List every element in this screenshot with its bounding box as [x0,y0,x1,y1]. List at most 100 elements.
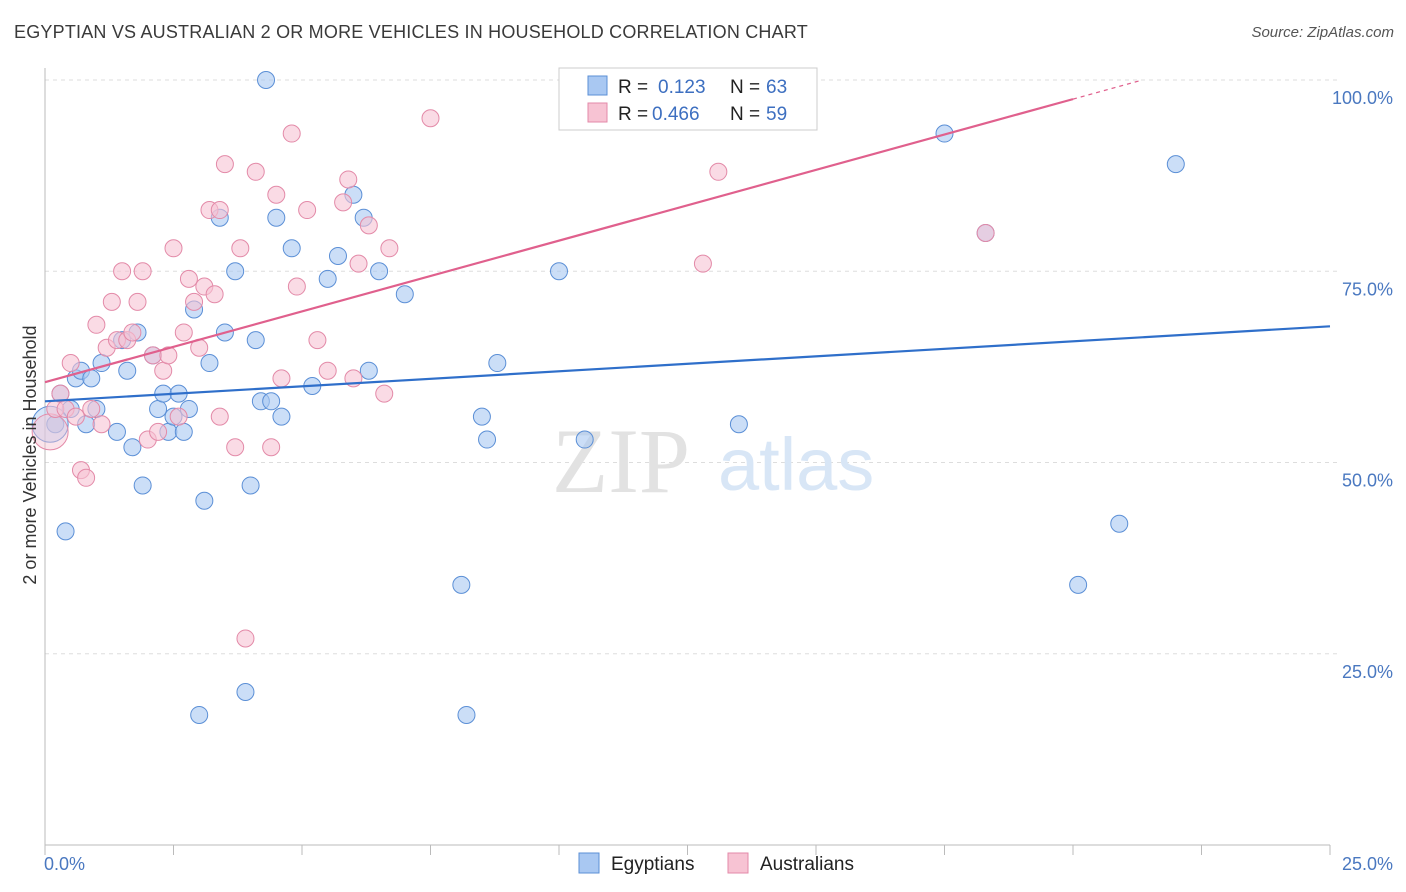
legend-r-label-2: R = [618,104,648,125]
egyptians-point-60 [1166,155,1185,174]
australians-point-56 [709,162,728,181]
australians-point-5 [66,407,85,426]
egyptians-point-32 [241,476,260,495]
australians-trend-line [44,98,1074,384]
legend-r-value-2: 0.466 [652,104,700,125]
australians-point-16 [123,323,142,342]
australians-point-32 [205,285,224,304]
egyptians-point-42 [328,246,347,265]
egyptians-point-15 [133,476,152,495]
australians-point-18 [133,262,152,281]
australians-point-55 [693,254,712,273]
australians-point-21 [149,422,168,441]
egyptians-point-51 [478,430,497,449]
bottom-legend-swatch-blue [578,852,600,874]
australians-point-43 [287,277,306,296]
australians-point-58 [210,201,229,220]
australians-point-26 [174,323,193,342]
australians-point-41 [272,369,291,388]
australians-point-25 [169,407,188,426]
australians-point-22 [154,361,173,380]
legend-n-label-1: N = [730,77,760,98]
egyptians-point-58 [1069,575,1088,594]
egyptians-point-48 [452,575,471,594]
egyptians-point-37 [267,208,286,227]
australians-point-45 [308,331,327,350]
australians-point-54 [421,109,440,128]
legend-n-value-2: 59 [766,104,787,125]
egyptians-point-35 [257,71,276,89]
egyptians-point-26 [195,491,214,510]
egyptians-point-45 [359,361,378,380]
australians-point-42 [282,124,301,143]
bottom-legend-australians: Australians [760,854,854,875]
egyptians-point-36 [262,392,281,411]
egyptians-point-50 [472,407,491,426]
bottom-legend-swatch-pink [727,852,749,874]
legend-n-label-2: N = [730,104,760,125]
y-tick-label-2: 75.0% [1342,279,1393,299]
axes [44,68,1331,855]
australians-points [31,109,995,648]
x-tick-label-1: 25.0% [1342,854,1393,874]
australians-point-24 [164,239,183,258]
australians-point-47 [334,193,353,212]
australians-point-38 [246,162,265,181]
egyptians-point-52 [488,354,507,373]
egyptians-point-47 [395,285,414,304]
egyptians-point-33 [246,331,265,350]
australians-point-7 [77,468,96,487]
australians-point-34 [215,155,234,174]
egyptians-point-31 [236,683,255,701]
australians-point-9 [87,315,106,334]
grid-lines [45,79,1340,655]
australians-point-51 [359,216,378,235]
egyptians-point-39 [282,239,301,258]
legend-swatch-pink [587,102,608,123]
australians-point-8 [82,399,101,418]
x-tick-label-0: 0.0% [44,854,85,874]
australians-point-23 [159,346,178,365]
legend-r-label-1: R = [618,77,648,98]
bottom-legend-egyptians: Egyptians [611,854,694,875]
australians-point-10 [92,415,111,434]
egyptians-point-55 [729,415,748,434]
australians-point-52 [375,384,394,403]
legend-r-value-1: 0.123 [658,77,706,98]
trend-lines [44,80,1331,403]
egyptians-point-41 [318,269,337,288]
australians-point-14 [113,262,132,281]
egyptians-point-54 [575,430,594,449]
australians-point-57 [976,224,995,242]
egyptians-point-49 [457,705,476,724]
australians-point-27 [179,269,198,288]
bottom-legend: Egyptians Australians [578,852,854,875]
australians-point-53 [380,239,399,258]
australians-point-12 [102,292,121,311]
australians-point-28 [185,292,204,311]
australians-point-39 [262,438,281,457]
australians-point-37 [236,629,255,648]
egyptians-point-27 [200,354,219,373]
chart-title: EGYPTIAN VS AUSTRALIAN 2 OR MORE VEHICLE… [14,22,808,42]
australians-point-40 [267,185,286,204]
y-tick-label-0: 25.0% [1342,662,1393,682]
australians-point-44 [298,201,317,220]
egyptians-points [31,71,1185,724]
australians-point-48 [339,170,358,189]
chart-source: Source: ZipAtlas.com [1251,24,1394,41]
egyptians-point-12 [118,361,137,380]
watermark: ZIP atlas [552,410,874,512]
legend-box: R = 0.123 N = 63 R = 0.466 N = 59 [558,67,818,131]
australians-point-33 [210,407,229,426]
legend-n-value-1: 63 [766,77,787,98]
egyptians-point-46 [370,262,389,281]
egyptians-point-13 [123,438,142,457]
egyptians-point-53 [550,262,568,281]
egyptians-point-25 [190,705,209,724]
y-tick-label-1: 50.0% [1342,471,1393,491]
australians-trend-extension [1072,80,1140,100]
australians-point-36 [231,239,250,258]
watermark-zip: ZIP [552,410,690,512]
